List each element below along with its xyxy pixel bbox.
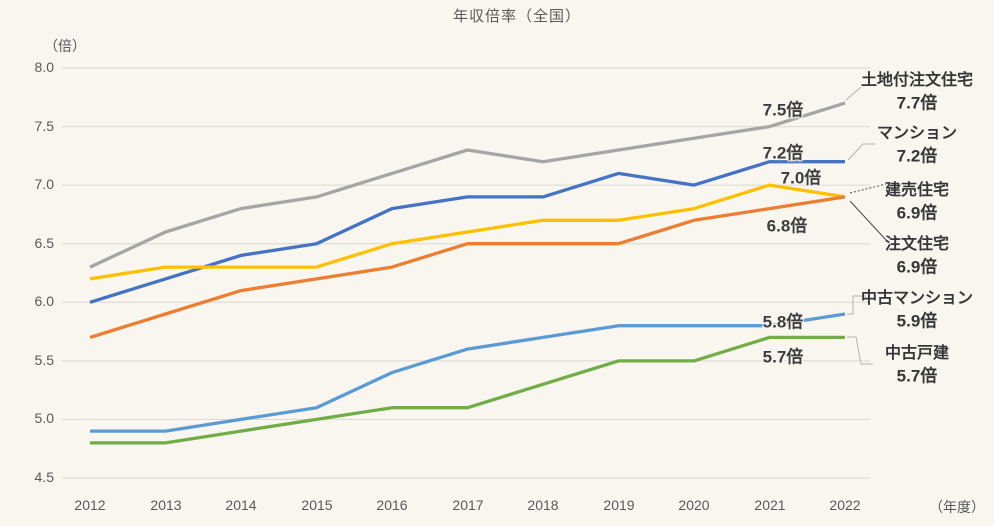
x-tick-2015: 2015 [301, 497, 333, 513]
x-tick-2012: 2012 [74, 497, 106, 513]
series-line-tateuri-jutaku [89, 183, 846, 281]
legend-name-tochitsuki-chumon-jutaku: 土地付注文住宅 [860, 72, 974, 89]
series-line-chuko-kodate [90, 335, 845, 445]
leader-line-chumon-jutaku [849, 200, 887, 241]
x-tick-2016: 2016 [376, 497, 408, 513]
x-tick-2013: 2013 [150, 497, 182, 513]
y-axis-unit-label: （倍） [44, 38, 86, 54]
series-line-mansion [89, 160, 845, 304]
legend-name-chumon-jutaku: 注文住宅 [884, 236, 950, 253]
leader-line-tochitsuki-chumon-jutaku [845, 86, 862, 101]
y-tick-7.0: 7.0 [34, 176, 54, 192]
legend-name-mansion: マンション [876, 125, 958, 142]
chart-title-text: 年収倍率（全国） [452, 8, 581, 25]
y-tick-5.5: 5.5 [34, 352, 54, 368]
legend-value-tochitsuki-chumon-jutaku: 7.7倍 [896, 93, 938, 113]
series-line-tochitsuki-chumon-jutaku [89, 101, 846, 269]
legend-name-chuko-mansion: 中古マンション [860, 290, 974, 307]
callout-2021-mansion: 7.2倍 [762, 143, 804, 163]
callout-2021-chumon-jutaku: 6.8倍 [766, 216, 808, 236]
legend-name-chuko-kodate: 中古戸建 [884, 345, 950, 362]
legend-name-tateuri-jutaku: 建売住宅 [884, 182, 950, 199]
y-tick-6.5: 6.5 [34, 235, 54, 251]
legend-value-mansion: 7.2倍 [896, 146, 938, 166]
label-leader-lines [845, 86, 887, 365]
series-lines [89, 101, 846, 445]
y-tick-8.0: 8.0 [34, 59, 54, 75]
callout-2021-chuko-mansion: 5.8倍 [762, 312, 804, 332]
series-line-chumon-jutaku [89, 195, 846, 339]
x-tick-2019: 2019 [603, 497, 635, 513]
x-tick-2018: 2018 [527, 497, 559, 513]
leader-line-chuko-kodate [847, 336, 873, 365]
legend-value-chumon-jutaku: 6.9倍 [896, 257, 938, 277]
series-line-chuko-mansion [90, 312, 846, 433]
callout-2021-tochitsuki-chumon-jutaku: 7.5倍 [762, 100, 804, 120]
y-tick-7.5: 7.5 [34, 118, 54, 134]
x-tick-2020: 2020 [678, 497, 710, 513]
x-tick-2021: 2021 [754, 497, 786, 513]
y-tick-5.0: 5.0 [34, 410, 54, 426]
callout-2021-tateuri-jutaku: 7.0倍 [780, 168, 822, 188]
chart-title: 年収倍率（全国） [0, 5, 994, 26]
leader-line-chuko-mansion [847, 295, 866, 315]
y-tick-4.5: 4.5 [34, 469, 54, 485]
x-tick-2017: 2017 [452, 497, 484, 513]
y-tick-6.0: 6.0 [34, 293, 54, 309]
leader-line-mansion [847, 143, 875, 161]
callout-2021-chuko-kodate: 5.7倍 [762, 347, 804, 367]
x-tick-2014: 2014 [225, 497, 257, 513]
legend-value-tateuri-jutaku: 6.9倍 [896, 203, 938, 223]
x-tick-2022: 2022 [829, 497, 861, 513]
legend-value-chuko-mansion: 5.9倍 [896, 311, 938, 331]
legend-value-chuko-kodate: 5.7倍 [896, 366, 938, 386]
x-axis-unit-label: （年度） [929, 499, 985, 515]
